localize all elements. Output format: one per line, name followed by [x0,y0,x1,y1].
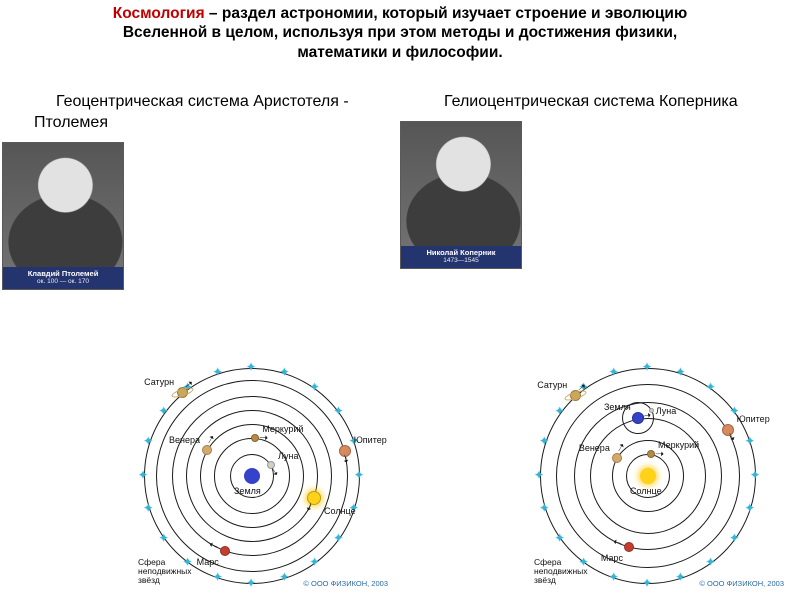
outer-star-icon: ✦ [354,469,364,481]
planet-label-Юпитер: Юпитер [737,414,770,424]
outer-star-icon: ✦ [246,577,256,589]
portrait-copernicus-name: Николай Коперник [403,249,519,258]
subtitle-heliocentric: Гелиоцентрическая система Коперника [400,92,748,113]
outer-star-icon: ✦ [333,532,343,544]
outer-star-icon: ✦ [675,571,685,583]
planet-label-Сатурн: Сатурн [144,377,174,387]
planet-label-Венера: Венера [579,443,610,453]
portrait-ptolemy-image [3,143,123,267]
definition-line-1: Космология – раздел астрономии, который … [28,4,772,23]
outer-star-icon: ✦ [138,469,148,481]
planet-label-Сатурн: Сатурн [537,380,567,390]
portrait-copernicus: Николай Коперник 1473—1545 [400,121,522,269]
planet-Венера [612,453,622,463]
column-geocentric: Геоцентрическая система Аристотеля - Пто… [0,92,400,290]
outer-star-icon: ✦ [333,405,343,417]
outer-star-icon: ✦ [745,502,755,514]
outer-sphere-label: Сфера неподвижных звёзд [534,558,588,586]
portrait-ptolemy-name: Клавдий Птолемей [5,270,121,279]
portrait-copernicus-image [401,122,521,246]
portrait-copernicus-dates: 1473—1545 [403,257,519,264]
outer-star-icon: ✦ [143,435,153,447]
outer-star-icon: ✦ [279,571,289,583]
outer-star-icon: ✦ [534,469,544,481]
outer-star-icon: ✦ [642,577,652,589]
subtitle-geocentric: Геоцентрическая система Аристотеля - Пто… [0,92,400,134]
outer-star-icon: ✦ [279,366,289,378]
center-body-label: Земля [234,486,261,496]
definition-line-3: математики и философии. [28,43,772,62]
portrait-ptolemy-dates: ок. 100 — ок. 170 [5,278,121,285]
outer-star-icon: ✦ [143,502,153,514]
orbit-arrow-icon: ➝ [654,447,665,461]
outer-sphere-label: Сфера неподвижных звёзд [138,558,192,586]
moon-label: Луна [656,406,676,416]
planet-label-Марс: Марс [197,557,219,567]
content-columns: Геоцентрическая система Аристотеля - Пто… [0,92,800,290]
outer-star-icon: ✦ [675,366,685,378]
diagram-geocentric: ✦✦✦✦✦✦✦✦✦✦✦✦✦✦✦✦✦✦✦✦ЗемляЛуна➝Меркурий➝В… [112,356,392,586]
planet-label-Луна: Луна [278,451,298,461]
planet-Венера [202,445,212,455]
outer-star-icon: ✦ [555,405,565,417]
outer-star-icon: ✦ [555,532,565,544]
outer-star-icon: ✦ [539,435,549,447]
outer-star-icon: ✦ [159,405,169,417]
portrait-copernicus-caption: Николай Коперник 1473—1545 [401,246,521,268]
outer-star-icon: ✦ [705,381,715,393]
planet-label-Юпитер: Юпитер [354,435,387,445]
outer-star-icon: ✦ [309,381,319,393]
definition-rest-1: – раздел астрономии, который изучает стр… [205,5,688,22]
diagram-copyright: © ООО ФИЗИКОН, 2003 [699,579,784,588]
outer-star-icon: ✦ [745,435,755,447]
planet-Марс [220,546,230,556]
diagram-copyright: © ООО ФИЗИКОН, 2003 [303,579,388,588]
outer-star-icon: ✦ [705,556,715,568]
outer-star-icon: ✦ [309,556,319,568]
outer-star-icon: ✦ [609,571,619,583]
outer-star-icon: ✦ [213,366,223,378]
header: Космология – раздел астрономии, который … [0,0,800,62]
outer-star-icon: ✦ [246,361,256,373]
outer-star-icon: ✦ [159,532,169,544]
outer-star-icon: ✦ [750,469,760,481]
column-heliocentric: Гелиоцентрическая система Коперника Нико… [400,92,800,290]
planet-label-Солнце: Солнце [324,506,356,516]
center-body [244,468,260,484]
diagram-heliocentric: ✦✦✦✦✦✦✦✦✦✦✦✦✦✦✦✦✦✦✦✦СолнцеМеркурий➝Венер… [508,356,788,586]
outer-star-icon: ✦ [213,571,223,583]
outer-star-icon: ✦ [539,502,549,514]
center-body-label: Солнце [630,486,662,496]
outer-star-icon: ✦ [729,532,739,544]
portrait-ptolemy: Клавдий Птолемей ок. 100 — ок. 170 [2,142,124,290]
outer-star-icon: ✦ [642,361,652,373]
definition-line-2: Вселенной в целом, используя при этом ме… [28,23,772,42]
planet-label-Марс: Марс [601,553,623,563]
term-cosmology: Космология [113,5,205,22]
portrait-ptolemy-caption: Клавдий Птолемей ок. 100 — ок. 170 [3,267,123,289]
outer-star-icon: ✦ [609,366,619,378]
orbit-arrow-icon: ➝ [259,430,269,444]
center-body [640,468,656,484]
planet-label-Венера: Венера [169,435,200,445]
